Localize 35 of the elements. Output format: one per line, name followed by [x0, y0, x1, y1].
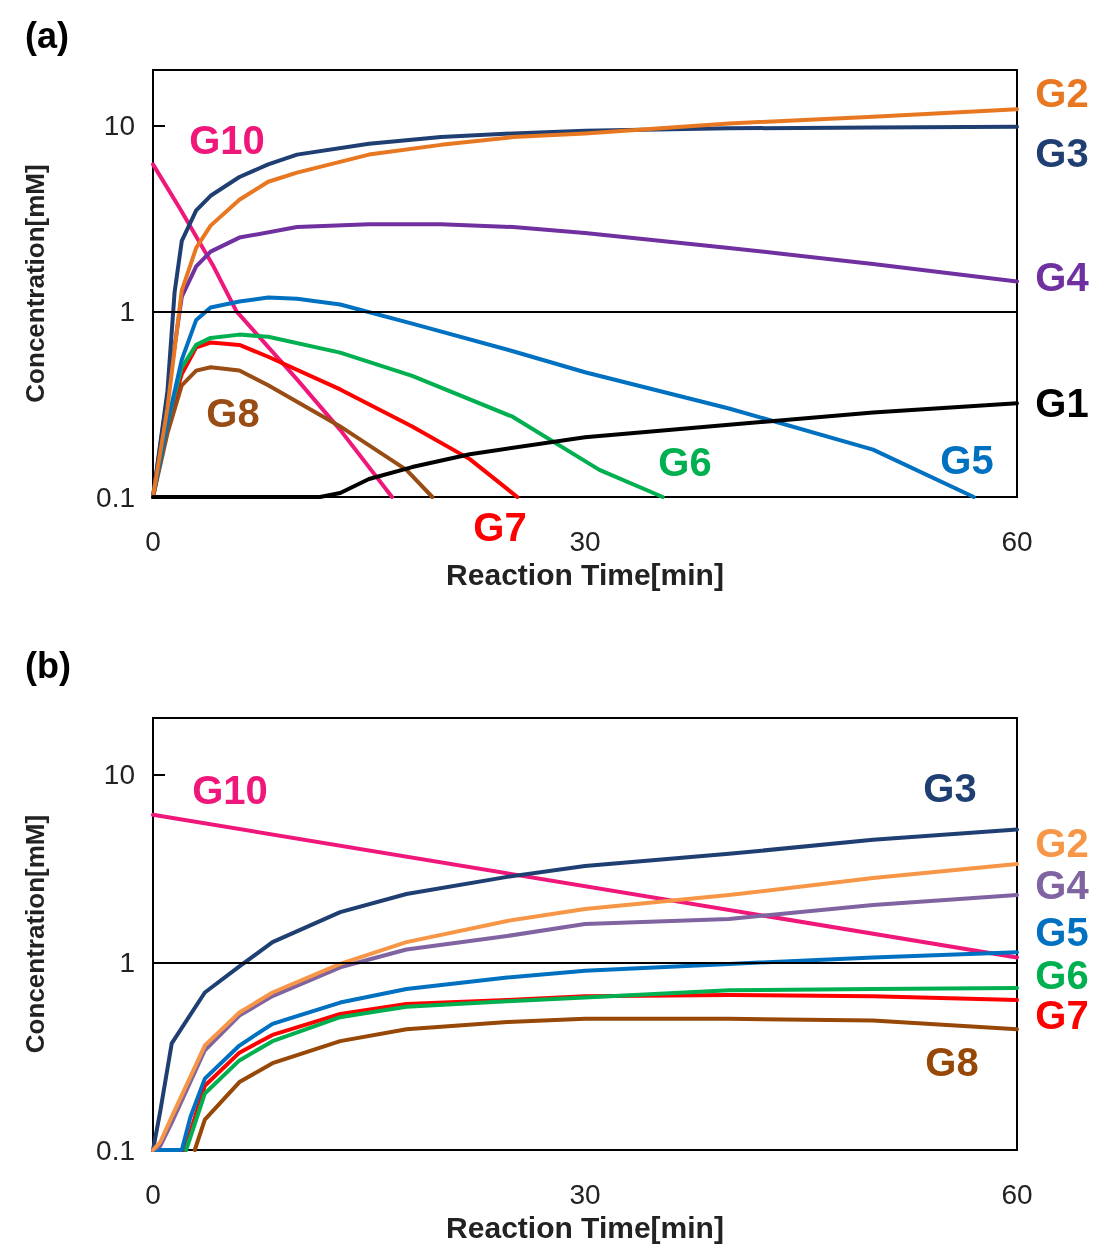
x-tick-label: 30	[569, 1178, 601, 1210]
x-axis-title: Reaction Time[min]	[446, 1211, 724, 1245]
x-tick-label: 30	[569, 525, 601, 557]
y-axis-title: Concentration[mM]	[20, 164, 50, 403]
x-tick-label: 60	[1001, 525, 1033, 557]
y-tick-label: 0.1	[96, 481, 135, 513]
series-label: G3	[923, 766, 977, 810]
x-tick-label: 0	[145, 1178, 161, 1210]
x-axis-title: Reaction Time[min]	[446, 558, 724, 592]
line-series	[192, 1016, 1019, 1152]
series-label: G4	[1035, 255, 1090, 299]
series-label: G3	[1035, 131, 1089, 175]
series-label: G8	[925, 1040, 979, 1084]
series-label: G7	[473, 505, 527, 549]
series-label: G4	[1035, 863, 1090, 907]
y-tick-label: 0.1	[96, 1134, 135, 1166]
x-tick-label: 60	[1001, 1178, 1033, 1210]
series-label: G6	[658, 440, 712, 484]
y-tick-label: 10	[103, 759, 135, 791]
series-label: G2	[1035, 71, 1089, 115]
series-label: G10	[192, 768, 268, 812]
y-tick-label: 10	[103, 110, 135, 142]
y-axis-title: Concentration[mM]	[20, 814, 50, 1054]
series-label: G5	[940, 438, 994, 482]
chart-title: (a)	[25, 14, 69, 56]
y-tick-label: 1	[119, 295, 135, 327]
series-label: G1	[1035, 381, 1089, 425]
x-tick-label: 0	[145, 525, 161, 557]
series-label: G8	[206, 391, 260, 435]
y-tick-label: 1	[119, 946, 135, 978]
series-label: G5	[1035, 910, 1089, 954]
series-label: G2	[1035, 821, 1089, 865]
chart-title: (b)	[25, 644, 71, 686]
line-series	[151, 950, 1019, 1152]
series-label: G10	[189, 118, 265, 162]
